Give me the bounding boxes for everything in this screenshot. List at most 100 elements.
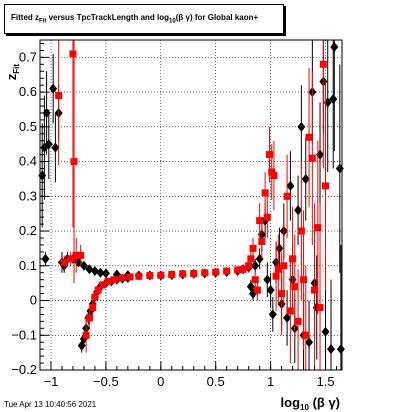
data-point [72, 251, 80, 259]
data-point [67, 255, 75, 263]
data-point [126, 273, 134, 281]
data-point [308, 154, 316, 162]
data-point [261, 189, 269, 197]
data-point [190, 269, 198, 277]
data-point [79, 260, 88, 271]
data-point [272, 272, 280, 280]
data-point [311, 286, 319, 294]
data-point [301, 173, 310, 184]
y-tick-label: 0 [30, 293, 37, 308]
data-point [300, 276, 308, 284]
y-axis-label: zFit [4, 64, 21, 81]
data-point [146, 272, 154, 280]
data-point [275, 243, 284, 254]
x-tick-label: −0.5 [93, 374, 119, 389]
data-point [135, 272, 143, 280]
data-point [101, 268, 110, 279]
data-point [278, 290, 286, 298]
data-point [319, 60, 327, 68]
data-point [85, 314, 93, 322]
data-point [329, 94, 338, 105]
data-point [99, 281, 107, 289]
data-point [90, 266, 99, 276]
data-point [91, 293, 99, 301]
data-point [322, 182, 330, 190]
data-point [239, 265, 247, 273]
x-tick-label: −1 [44, 374, 59, 389]
timestamp: Tue Apr 13 10:40:56 2021 [4, 400, 97, 409]
data-point [234, 266, 242, 274]
data-point [316, 303, 324, 311]
data-point [212, 268, 220, 276]
data-marks [38, 40, 345, 370]
data-point [291, 283, 299, 291]
data-point [69, 50, 77, 58]
y-tick-label: 0.2 [19, 223, 37, 238]
data-point [283, 312, 292, 323]
y-tick-label: 0.5 [19, 119, 37, 134]
data-point [263, 213, 271, 221]
data-point [294, 205, 303, 216]
data-point [118, 274, 126, 282]
data-point [286, 307, 294, 315]
data-point [297, 227, 305, 235]
data-point [251, 276, 259, 284]
x-tick-label: 0.5 [207, 374, 225, 389]
data-point [256, 217, 264, 225]
data-point [330, 41, 339, 52]
data-point [263, 274, 272, 285]
y-tick-label: 0.1 [19, 258, 37, 273]
y-tick-label: 0.3 [19, 188, 37, 203]
data-point [77, 251, 85, 259]
data-point [280, 262, 288, 270]
data-point [266, 151, 274, 159]
y-tick-label: 0.6 [19, 84, 37, 99]
y-tick-label: −0.2 [11, 362, 37, 377]
data-point [270, 171, 278, 179]
data-point [302, 331, 310, 339]
x-tick-label: 1.5 [316, 374, 334, 389]
data-point [55, 92, 63, 100]
axes: −1 −0.5 0 0.5 1 1.5 −0.2 −0.1 0 0.1 0.2 0.3 0.4 0.5 0.… [11, 42, 338, 389]
data-point [60, 258, 68, 266]
data-point [268, 309, 277, 320]
chart-title-box: Fitted zFit versus TpcTrackLength and lo… [4, 4, 284, 34]
data-point [327, 344, 336, 355]
plot-frame [39, 39, 343, 371]
data-point [245, 262, 253, 270]
chart-title: Fitted zFit versus TpcTrackLength and lo… [11, 13, 259, 25]
data-point [297, 121, 306, 132]
data-point [179, 270, 187, 278]
data-point [289, 255, 297, 263]
series-2 [55, 40, 330, 370]
y-tick-label: 0.4 [19, 154, 37, 169]
data-point [283, 192, 291, 200]
data-point [249, 244, 257, 252]
data-point [111, 276, 119, 284]
x-axis-label: log10 (β γ) [281, 395, 340, 412]
y-tick-label: −0.1 [11, 327, 37, 342]
data-point [70, 158, 78, 166]
data-point [104, 277, 112, 285]
data-point [51, 142, 60, 153]
data-point [286, 180, 295, 191]
data-point [335, 163, 344, 174]
data-point [251, 260, 260, 271]
data-point [85, 264, 94, 275]
data-point [274, 265, 282, 273]
data-point [89, 303, 97, 311]
data-point [321, 326, 330, 337]
data-point [247, 255, 255, 263]
x-tick-label: 0 [157, 374, 164, 389]
data-point [314, 224, 322, 232]
data-point [266, 285, 275, 296]
data-point [253, 286, 261, 294]
data-point [94, 286, 102, 294]
x-tick-label: 1 [267, 374, 274, 389]
data-point [305, 337, 314, 348]
data-point [44, 139, 53, 150]
data-point [223, 267, 231, 275]
data-point [157, 271, 165, 279]
data-point [82, 331, 90, 339]
